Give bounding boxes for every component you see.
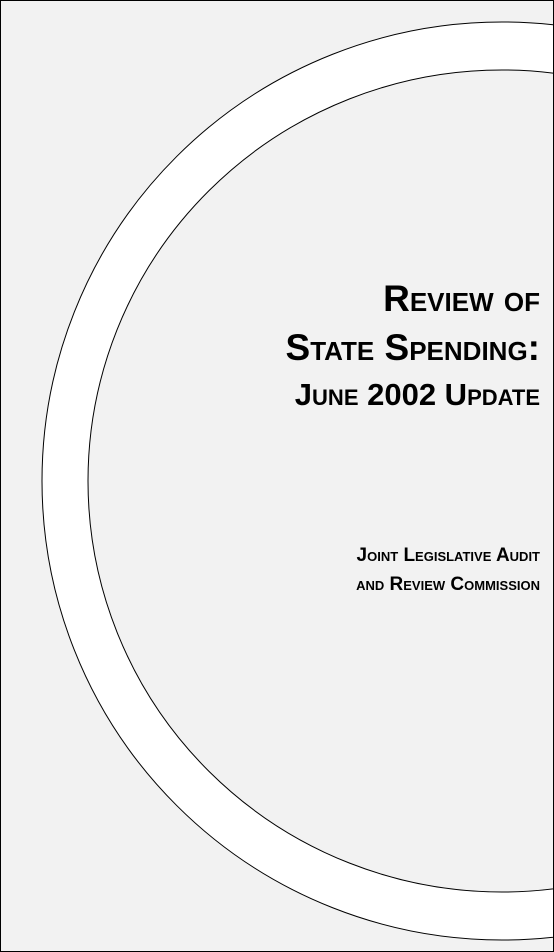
title-line: June 2002 Update	[295, 377, 540, 412]
author-line: and Review Commission	[356, 574, 540, 595]
inner-circle	[87, 69, 553, 893]
ring	[41, 21, 553, 941]
title-line: State Spending:	[286, 327, 540, 368]
author-line: Joint Legislative Audit	[357, 545, 541, 566]
title-line: Review of	[383, 278, 540, 319]
